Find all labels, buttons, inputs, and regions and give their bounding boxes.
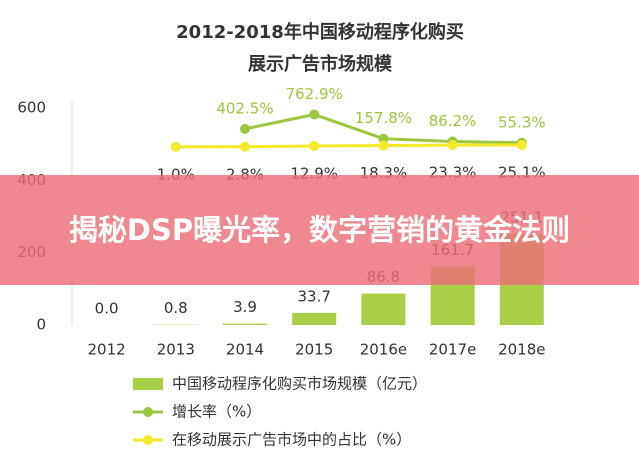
legend-label: 中国移动程序化购买市场规模（亿元） (172, 375, 427, 393)
point (378, 133, 389, 144)
data-label: 402.5% (216, 99, 273, 117)
legend-swatch (133, 378, 163, 390)
bar (361, 293, 406, 325)
banner: 揭秘DSP曝光率，数字营销的黄金法则 (0, 175, 639, 285)
point (378, 140, 389, 151)
y-tick-label: 600 (17, 99, 46, 117)
point (447, 140, 458, 151)
legend-swatch (143, 435, 153, 445)
data-label: 157.8% (355, 109, 412, 127)
x-tick-label: 2018e (498, 341, 545, 359)
point (240, 123, 250, 134)
point (309, 109, 320, 120)
x-tick-label: 2014 (226, 341, 264, 359)
chart-title: 2012-2018年中国移动程序化购买 (176, 21, 464, 43)
x-tick-label: 2013 (157, 341, 195, 359)
x-tick-label: 2012 (88, 341, 126, 359)
x-tick-label: 2016e (360, 341, 407, 359)
chart-title: 展示广告市场规模 (248, 53, 393, 75)
bar (223, 323, 267, 325)
data-label: 33.7 (297, 287, 330, 305)
legend-swatch (143, 407, 153, 417)
data-label: 86.2% (429, 112, 477, 130)
legend-label: 增长率（%） (172, 403, 261, 421)
data-label: 762.9% (286, 85, 343, 103)
data-label: 0.8 (164, 299, 188, 317)
data-label: 0.0 (95, 300, 119, 318)
point (170, 141, 181, 152)
point (516, 139, 527, 150)
point (240, 141, 250, 152)
point (309, 140, 320, 151)
y-tick-label: 0 (36, 316, 46, 334)
banner-title: 揭秘DSP曝光率，数字营销的黄金法则 (68, 213, 571, 247)
legend-label: 在移动展示广告市场中的占比（%） (172, 431, 411, 449)
data-label: 55.3% (498, 113, 546, 131)
x-tick-label: 2017e (429, 341, 476, 359)
x-tick-label: 2015 (295, 341, 333, 359)
bar (292, 312, 337, 325)
data-label: 3.9 (233, 298, 257, 316)
line (175, 143, 522, 149)
